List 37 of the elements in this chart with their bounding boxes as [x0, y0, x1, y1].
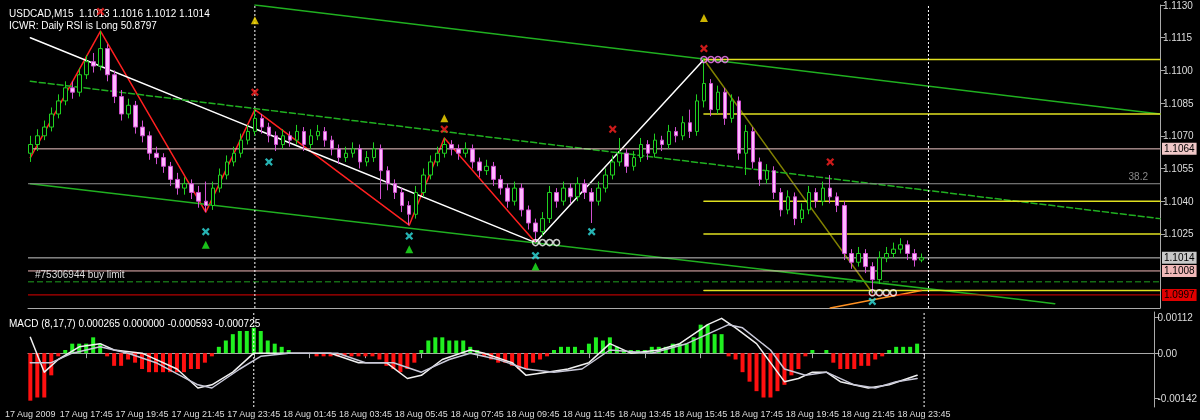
- y-tick-label: 1.1100: [1163, 64, 1194, 76]
- y-tick-label: 1.1130: [1163, 0, 1194, 11]
- y-tick-label: 1.1025: [1163, 228, 1195, 240]
- y-tick-label: 1.1085: [1163, 97, 1195, 109]
- x-tick-label: 18 Aug 01:45: [283, 408, 337, 419]
- ref-line-label: 1.1014: [1164, 252, 1196, 264]
- y-tick-label: 1.1115: [1163, 32, 1193, 44]
- ref-line-label: 1.0997: [1164, 289, 1196, 301]
- x-tick-label: 17 Aug 17:45: [59, 408, 113, 419]
- x-tick-label: 17 Aug 23:45: [227, 408, 281, 419]
- x-tick-label: 18 Aug 09:45: [506, 408, 560, 419]
- text: MACD (8,17,7) 0.000265 0.000000 -0.000593 -0.000725: [9, 317, 261, 329]
- x-tick-label: 18 Aug 05:45: [394, 408, 448, 419]
- y-tick-label: 1.1070: [1163, 130, 1195, 142]
- x-tick-label: 18 Aug 23:45: [897, 408, 951, 419]
- x-tick-label: 18 Aug 03:45: [338, 408, 393, 419]
- text: ICWR: Daily RSI is Long 50.8797: [9, 19, 158, 31]
- y-tick-label: 1.1055: [1163, 162, 1195, 174]
- x-tick-label: 17 Aug 19:45: [115, 408, 169, 419]
- x-tick-label: 18 Aug 15:45: [674, 408, 728, 419]
- x-tick-label: 17 Aug 21:45: [171, 408, 225, 419]
- x-tick-label: 18 Aug 11:45: [562, 408, 616, 419]
- y-tick-label: 0.00112: [1157, 312, 1194, 324]
- chart-title: USDCAD,M15 1.1013 1.1016 1.1012 1.1014: [9, 7, 211, 19]
- ref-line-label: #75306944 buy limit: [35, 269, 125, 281]
- annotation: 38.2: [1128, 171, 1149, 183]
- x-tick-label: 18 Aug 17:45: [729, 408, 784, 419]
- x-tick-label: 18 Aug 07:45: [450, 408, 504, 419]
- y-tick-label: 1.1040: [1163, 195, 1195, 207]
- x-tick-label: 17 Aug 2009: [5, 408, 56, 419]
- y-tick-label: -0.00142: [1157, 392, 1198, 404]
- ref-line-label: 1.1008: [1164, 265, 1196, 277]
- x-tick-label: 18 Aug 21:45: [841, 408, 895, 419]
- ref-line-label: 1.1064: [1164, 143, 1196, 155]
- x-tick-label: 18 Aug 13:45: [618, 408, 672, 419]
- x-tick-label: 18 Aug 19:45: [785, 408, 839, 419]
- y-tick-label: 0.00: [1157, 347, 1178, 359]
